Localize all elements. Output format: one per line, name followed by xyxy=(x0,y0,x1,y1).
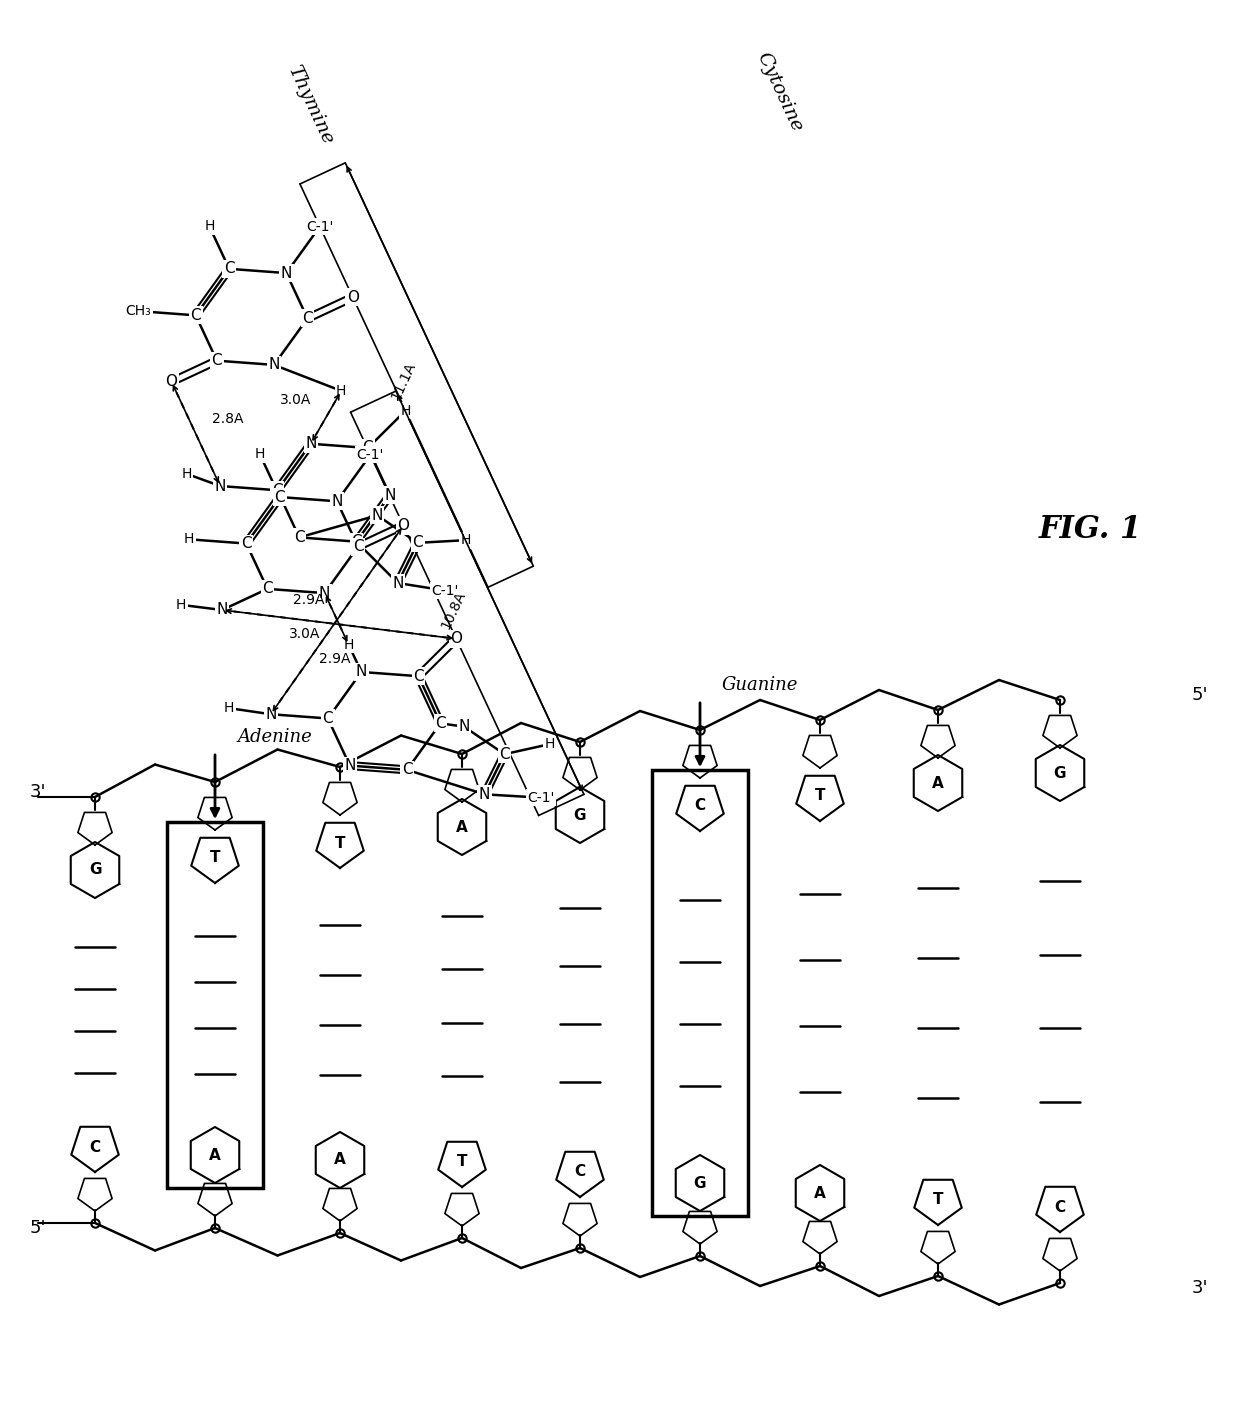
Text: N: N xyxy=(345,758,356,773)
Text: H: H xyxy=(176,597,186,611)
Text: A: A xyxy=(932,775,944,791)
Text: 10.8A: 10.8A xyxy=(439,589,469,631)
Text: C: C xyxy=(191,308,201,322)
Text: H: H xyxy=(461,533,471,547)
Text: C: C xyxy=(362,440,373,456)
Text: C-1': C-1' xyxy=(528,791,556,805)
Text: C: C xyxy=(224,261,234,276)
Text: N: N xyxy=(384,488,396,503)
Text: C: C xyxy=(435,716,446,730)
Text: N: N xyxy=(319,586,330,600)
Text: G: G xyxy=(574,808,587,823)
Text: H: H xyxy=(205,219,215,233)
Text: N: N xyxy=(331,494,342,509)
Text: CH₃: CH₃ xyxy=(125,304,151,318)
Text: O: O xyxy=(397,517,409,533)
Text: A: A xyxy=(334,1152,346,1168)
Text: C: C xyxy=(212,353,222,369)
Text: C: C xyxy=(294,530,305,545)
Text: C: C xyxy=(241,536,252,551)
Text: 2.8A: 2.8A xyxy=(212,412,243,426)
Text: N: N xyxy=(217,603,228,617)
Text: C-1': C-1' xyxy=(357,447,384,461)
Text: 3.0A: 3.0A xyxy=(289,627,321,641)
Text: H: H xyxy=(336,384,346,398)
Text: H: H xyxy=(343,638,353,652)
Text: C: C xyxy=(402,763,413,777)
Text: 3': 3' xyxy=(30,782,46,801)
Text: C-1': C-1' xyxy=(306,220,334,234)
Text: N: N xyxy=(305,436,316,451)
Text: N: N xyxy=(479,787,490,802)
Text: H: H xyxy=(182,467,192,481)
Text: C: C xyxy=(322,711,334,726)
Text: C: C xyxy=(413,669,424,684)
Text: H: H xyxy=(544,737,554,751)
Text: C: C xyxy=(272,482,283,498)
Text: G: G xyxy=(1054,765,1066,781)
Text: H: H xyxy=(254,447,265,461)
Text: N: N xyxy=(215,478,226,494)
Text: C: C xyxy=(352,540,363,554)
Text: C: C xyxy=(574,1165,585,1179)
Text: Thymine: Thymine xyxy=(284,63,336,147)
Text: FIG. 1: FIG. 1 xyxy=(1038,515,1142,545)
Text: C: C xyxy=(274,489,285,505)
Text: 2.9A: 2.9A xyxy=(319,652,351,666)
Text: T: T xyxy=(932,1193,944,1207)
Text: T: T xyxy=(456,1154,467,1169)
Text: C: C xyxy=(1054,1200,1065,1214)
Text: O: O xyxy=(347,290,358,304)
Text: 3.0A: 3.0A xyxy=(280,393,311,407)
Text: C: C xyxy=(413,536,423,551)
Text: N: N xyxy=(280,265,293,280)
Text: C-1': C-1' xyxy=(432,583,459,597)
Text: N: N xyxy=(268,358,280,373)
Text: C: C xyxy=(303,311,312,325)
Text: Cytosine: Cytosine xyxy=(754,49,806,135)
Text: H: H xyxy=(401,404,410,418)
Text: Adenine: Adenine xyxy=(238,728,312,746)
Text: Guanine: Guanine xyxy=(722,676,799,694)
Text: 5': 5' xyxy=(30,1218,46,1237)
Bar xyxy=(167,822,263,1187)
Text: C: C xyxy=(262,582,273,596)
Text: A: A xyxy=(456,820,467,834)
Text: O: O xyxy=(165,374,177,390)
Text: C: C xyxy=(500,747,510,761)
Text: A: A xyxy=(815,1186,826,1200)
Text: N: N xyxy=(372,508,383,523)
Text: H: H xyxy=(224,701,234,715)
Text: T: T xyxy=(815,788,826,803)
Text: O: O xyxy=(450,631,463,646)
Text: C: C xyxy=(89,1140,100,1154)
Text: C: C xyxy=(694,799,706,813)
Bar xyxy=(652,770,748,1216)
Text: H: H xyxy=(184,533,195,547)
Text: T: T xyxy=(210,851,221,865)
Text: C: C xyxy=(351,534,362,550)
Text: N: N xyxy=(356,665,367,680)
Text: T: T xyxy=(335,836,345,851)
Text: 11.1A: 11.1A xyxy=(388,360,418,402)
Text: 3': 3' xyxy=(1192,1279,1208,1297)
Text: G: G xyxy=(693,1175,707,1190)
Text: 2.9A: 2.9A xyxy=(293,593,324,607)
Text: A: A xyxy=(210,1147,221,1162)
Text: N: N xyxy=(392,576,403,590)
Text: G: G xyxy=(89,862,102,878)
Text: N: N xyxy=(265,707,277,722)
Text: 5': 5' xyxy=(1192,686,1208,704)
Text: N: N xyxy=(459,719,470,735)
